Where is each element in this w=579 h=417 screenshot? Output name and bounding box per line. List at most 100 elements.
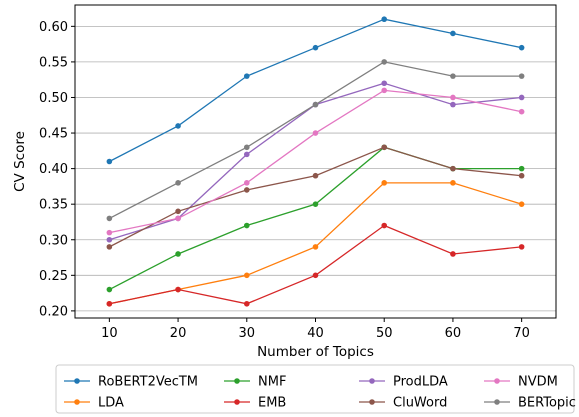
data-point — [450, 165, 456, 172]
data-point — [175, 215, 181, 222]
data-point — [381, 180, 388, 186]
data-point — [106, 286, 113, 293]
legend-item-emb: EMB — [224, 396, 286, 411]
y-tick-label: 0.20 — [39, 304, 68, 319]
y-axis-label: CV Score — [12, 131, 28, 192]
y-tick-label: 0.50 — [39, 91, 68, 106]
series-line — [109, 61, 522, 219]
data-point — [243, 300, 250, 307]
legend-item-robert2vectm: RoBERT2VecTM — [64, 375, 198, 390]
data-point — [106, 215, 113, 222]
legend-label: CluWord — [393, 396, 447, 411]
x-tick-label: 30 — [239, 326, 256, 341]
data-point — [518, 172, 525, 179]
series-line — [109, 89, 522, 234]
data-point — [175, 286, 181, 293]
legend-swatch-marker — [74, 378, 80, 384]
data-point — [312, 244, 319, 250]
x-tick-label: 40 — [307, 326, 324, 341]
data-point — [518, 201, 525, 207]
legend-swatch-marker — [234, 399, 240, 405]
data-point — [381, 59, 388, 65]
legend: RoBERT2VecTM LDA NMF EMB ProdLDA CluWord NVDM B… — [55, 364, 576, 414]
data-point — [243, 180, 250, 186]
y-tick-label: 0.55 — [39, 55, 68, 70]
series-line — [109, 146, 522, 248]
data-point — [312, 272, 319, 279]
legend-box — [55, 364, 575, 414]
legend-swatch-marker — [369, 399, 375, 405]
y-tick-label: 0.35 — [39, 198, 68, 213]
data-point — [106, 300, 113, 307]
legend-label: NMF — [258, 375, 286, 390]
series-lda — [106, 180, 525, 307]
x-tick-label: 70 — [513, 326, 530, 341]
data-point — [381, 222, 388, 229]
data-point — [381, 16, 388, 23]
data-point — [518, 108, 525, 115]
data-point — [381, 144, 388, 151]
y-tick-label: 0.25 — [39, 269, 68, 284]
legend-item-nmf: NMF — [224, 375, 286, 390]
data-point — [450, 180, 456, 186]
x-axis: 10 20 30 40 50 60 70 — [101, 318, 530, 341]
data-point — [450, 30, 456, 37]
data-point — [243, 144, 250, 151]
legend-label: NVDM — [518, 375, 558, 390]
data-point — [243, 272, 250, 279]
legend-item-lda: LDA — [64, 396, 124, 411]
legend-item-bertopic: BERTopic — [484, 396, 576, 411]
data-point — [312, 130, 319, 136]
x-tick-label: 20 — [170, 326, 187, 341]
legend-label: RoBERT2VecTM — [98, 375, 198, 390]
data-point — [243, 73, 250, 79]
legend-swatch-marker — [494, 378, 500, 384]
data-point — [243, 222, 250, 229]
data-point — [518, 73, 525, 79]
legend-swatch-marker — [74, 399, 80, 405]
series-robert2vectm — [106, 16, 525, 165]
legend-item-cluword: CluWord — [359, 396, 447, 411]
legend-swatch-marker — [369, 378, 375, 384]
y-axis: 0.20 0.25 0.30 0.35 0.40 0.45 0.50 0.55 0.60 — [39, 20, 75, 319]
data-point — [106, 229, 113, 236]
data-point — [381, 80, 388, 87]
plot-frame — [74, 4, 557, 319]
legend-swatch-marker — [494, 399, 500, 405]
x-axis-label: Number of Topics — [257, 344, 374, 360]
x-tick-label: 50 — [376, 326, 393, 341]
x-tick-label: 60 — [445, 326, 462, 341]
data-point — [106, 158, 113, 165]
series-line — [109, 182, 522, 305]
series-cluword — [106, 144, 525, 250]
y-tick-label: 0.45 — [39, 127, 68, 142]
y-tick-label: 0.60 — [39, 20, 68, 35]
y-tick-label: 0.40 — [39, 162, 68, 177]
legend-label: BERTopic — [518, 396, 576, 411]
legend-item-prodlda: ProdLDA — [359, 375, 448, 390]
data-point — [312, 201, 319, 207]
data-point — [518, 44, 525, 51]
series-nvdm — [106, 87, 525, 236]
data-point — [175, 251, 181, 257]
data-point — [518, 165, 525, 172]
legend-label: LDA — [98, 396, 124, 411]
data-point — [450, 251, 456, 257]
data-point — [175, 180, 181, 186]
data-point — [450, 101, 456, 108]
data-point — [381, 87, 388, 94]
series-bertopic — [106, 59, 525, 222]
data-point — [312, 172, 319, 179]
data-point — [312, 44, 319, 51]
data-point — [518, 244, 525, 250]
data-point — [243, 187, 250, 193]
y-tick-label: 0.30 — [39, 233, 68, 248]
series-nmf — [106, 144, 525, 293]
series-lines — [106, 16, 525, 307]
series-line — [109, 18, 522, 163]
series-emb — [106, 222, 525, 307]
data-point — [175, 208, 181, 215]
legend-label: ProdLDA — [393, 375, 448, 390]
data-point — [450, 73, 456, 79]
